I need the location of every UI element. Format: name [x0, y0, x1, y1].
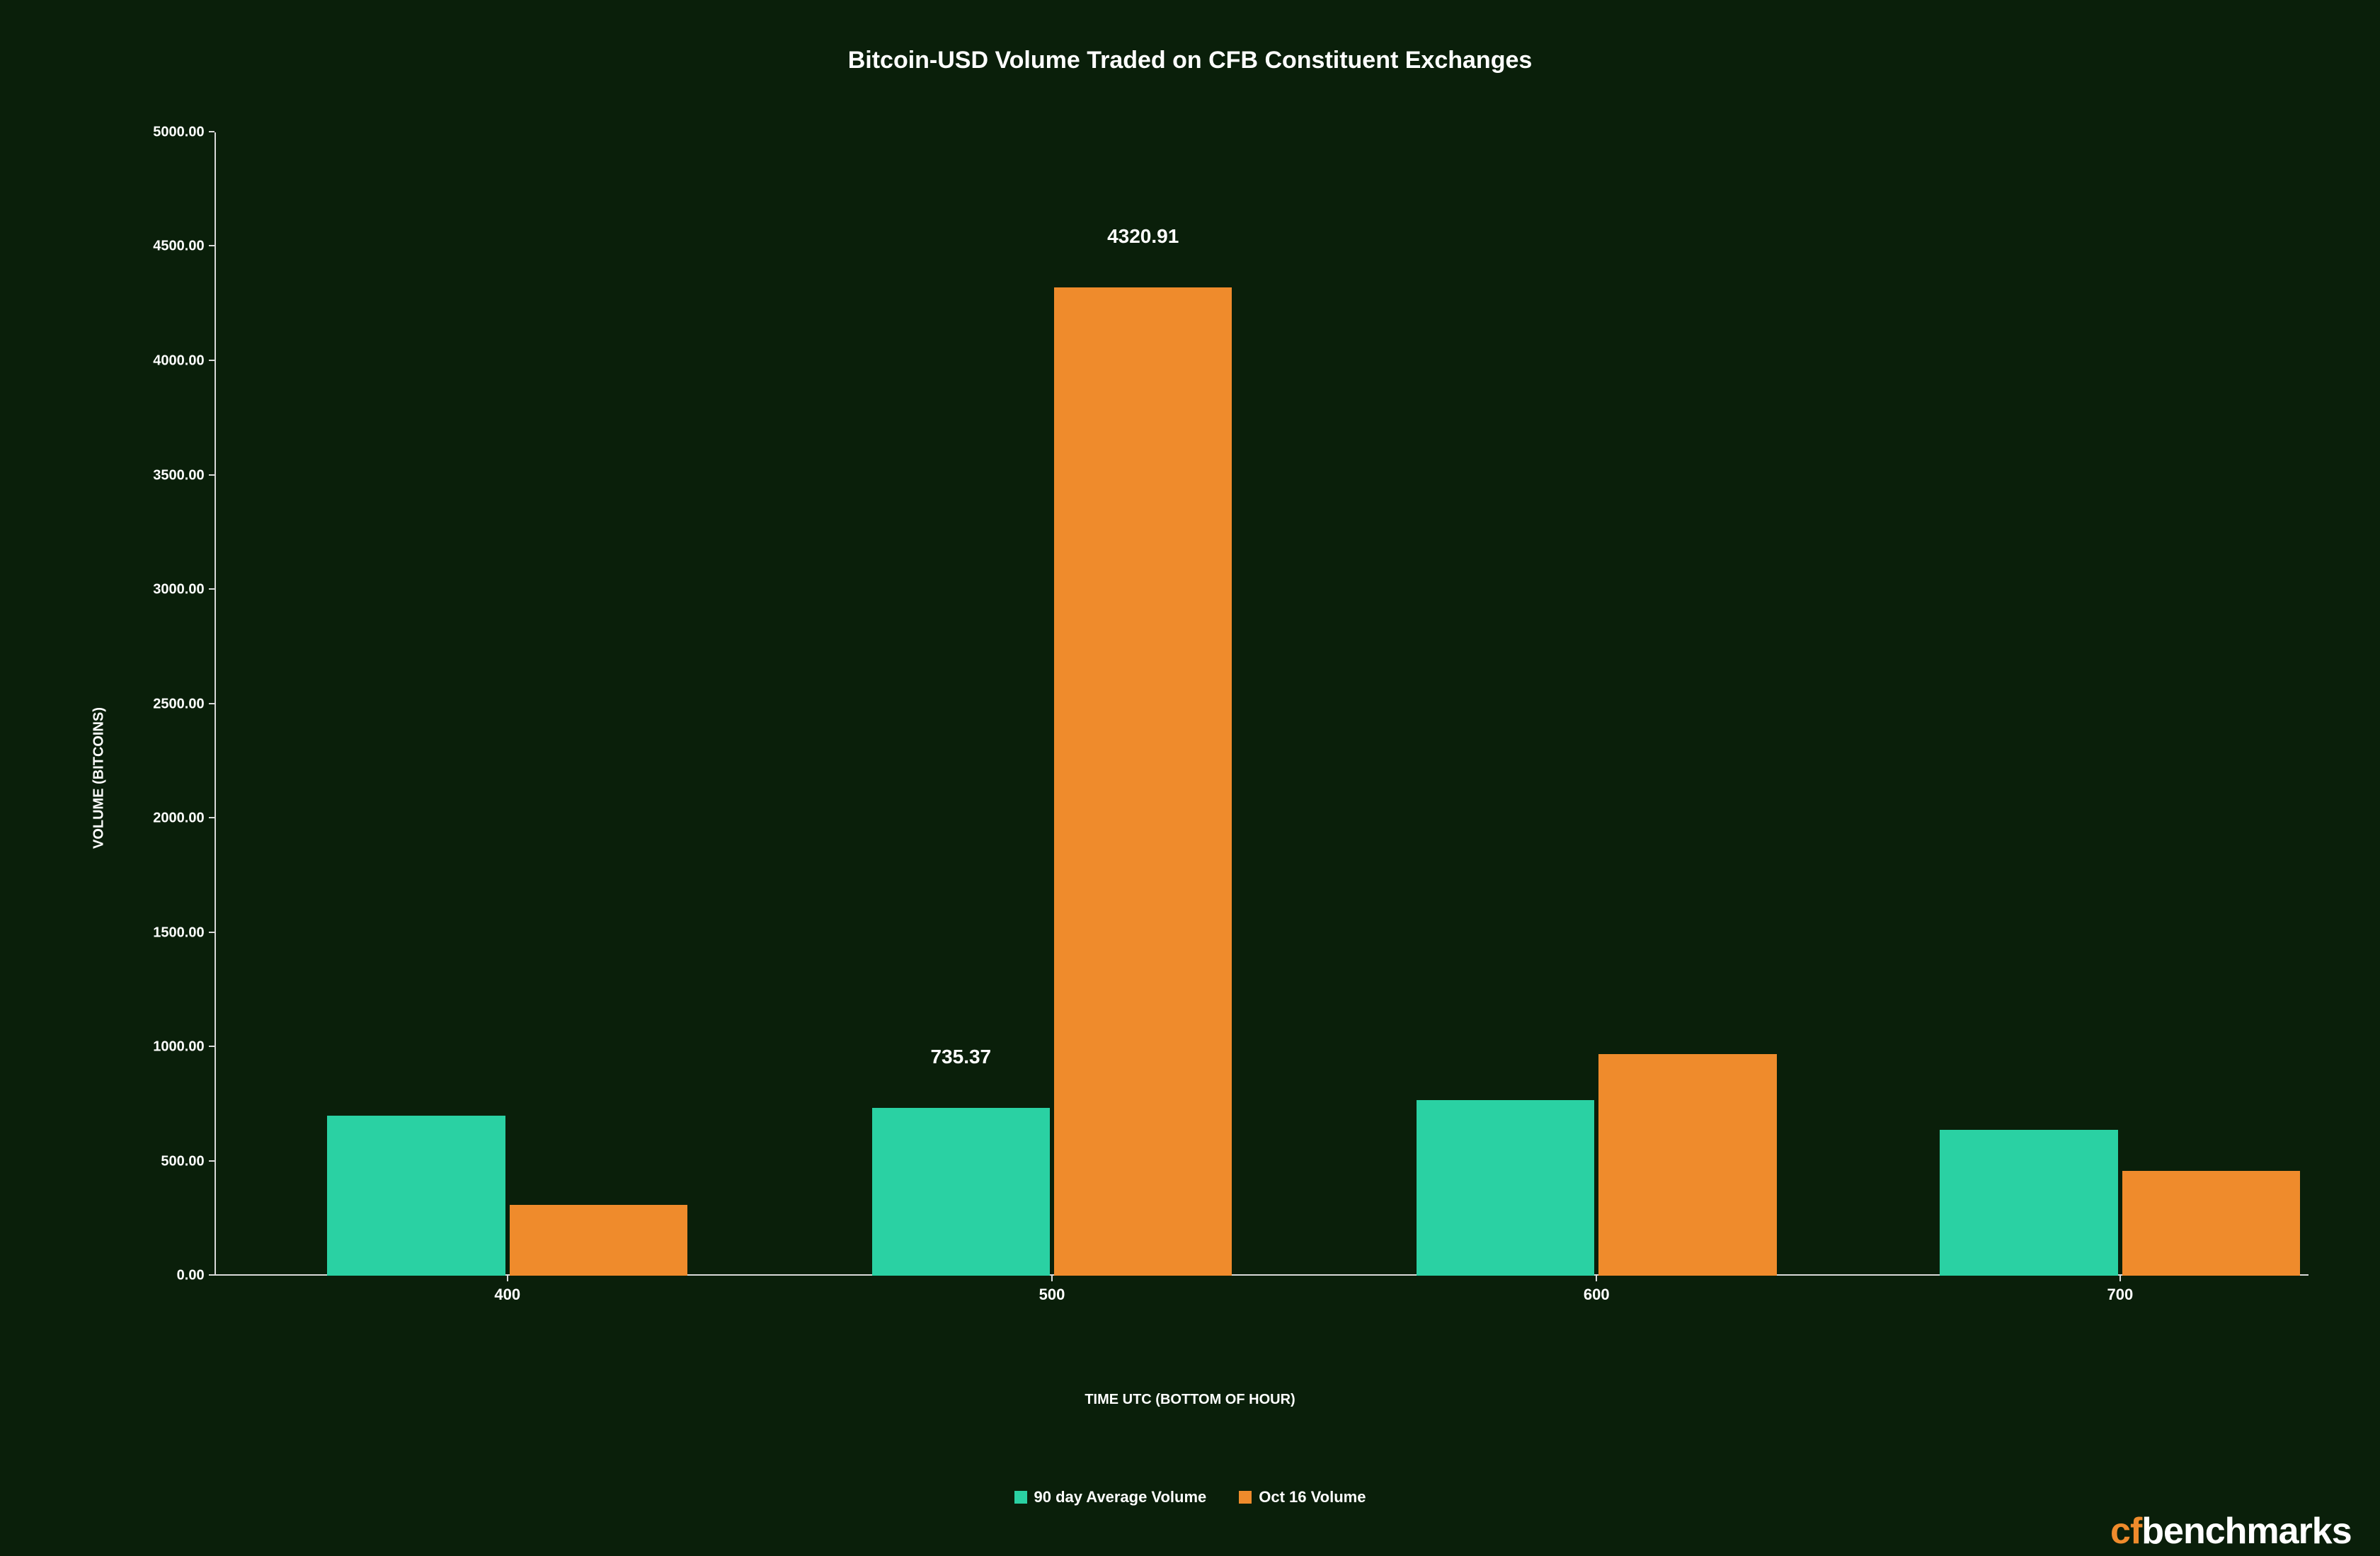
y-tick-label: 1000.00 — [153, 1039, 214, 1056]
bar — [327, 1116, 505, 1276]
y-tick-mark — [209, 245, 214, 246]
data-label: 735.37 — [930, 1046, 991, 1077]
bar — [1417, 1100, 1594, 1276]
legend-item: 90 day Average Volume — [1014, 1488, 1207, 1506]
y-axis-label: VOLUME (BITCOINS) — [91, 707, 108, 849]
y-axis-line — [214, 132, 216, 1276]
legend-swatch — [1239, 1491, 1252, 1504]
bar — [872, 1108, 1050, 1276]
y-tick-label: 3500.00 — [153, 467, 214, 484]
legend: 90 day Average Volume Oct 16 Volume — [0, 1488, 2380, 1506]
brand-benchmarks: benchmarks — [2141, 1513, 2351, 1550]
x-tick-mark — [2119, 1276, 2121, 1281]
chart-container: Bitcoin-USD Volume Traded on CFB Constit… — [0, 0, 2380, 1556]
y-tick-label: 2500.00 — [153, 696, 214, 712]
bar — [1598, 1054, 1776, 1276]
y-tick-label: 4500.00 — [153, 239, 214, 255]
legend-label: 90 day Average Volume — [1034, 1488, 1207, 1506]
y-tick-mark — [209, 817, 214, 818]
data-label: 4320.91 — [1107, 225, 1179, 256]
legend-item: Oct 16 Volume — [1239, 1488, 1366, 1506]
x-tick-mark — [507, 1276, 508, 1281]
bar — [510, 1205, 687, 1276]
y-tick-mark — [209, 588, 214, 590]
y-tick-mark — [209, 131, 214, 132]
bar — [1940, 1130, 2117, 1276]
y-tick-label: 1500.00 — [153, 925, 214, 941]
y-tick-label: 0.00 — [177, 1268, 214, 1284]
x-tick-mark — [1596, 1276, 1597, 1281]
plot-area: 0.00500.001000.001500.002000.002500.0030… — [214, 132, 2309, 1276]
legend-label: Oct 16 Volume — [1259, 1488, 1366, 1506]
y-tick-mark — [209, 1274, 214, 1276]
x-axis-label: TIME UTC (BOTTOM OF HOUR) — [0, 1392, 2380, 1408]
bar — [2122, 1171, 2300, 1276]
y-tick-mark — [209, 474, 214, 476]
y-tick-mark — [209, 1046, 214, 1047]
chart-title: Bitcoin-USD Volume Traded on CFB Constit… — [0, 47, 2380, 74]
x-tick-mark — [1051, 1276, 1053, 1281]
brand-cf: cf — [2110, 1513, 2141, 1550]
legend-swatch — [1014, 1491, 1027, 1504]
y-tick-mark — [209, 703, 214, 704]
y-tick-label: 2000.00 — [153, 811, 214, 827]
y-tick-label: 500.00 — [161, 1153, 214, 1169]
y-tick-mark — [209, 360, 214, 361]
y-tick-label: 5000.00 — [153, 124, 214, 140]
y-tick-label: 4000.00 — [153, 353, 214, 369]
brand-logo: cfbenchmarks — [2110, 1513, 2352, 1550]
y-tick-mark — [209, 1160, 214, 1162]
y-tick-label: 3000.00 — [153, 582, 214, 598]
y-tick-mark — [209, 932, 214, 933]
bar — [1054, 287, 1232, 1276]
